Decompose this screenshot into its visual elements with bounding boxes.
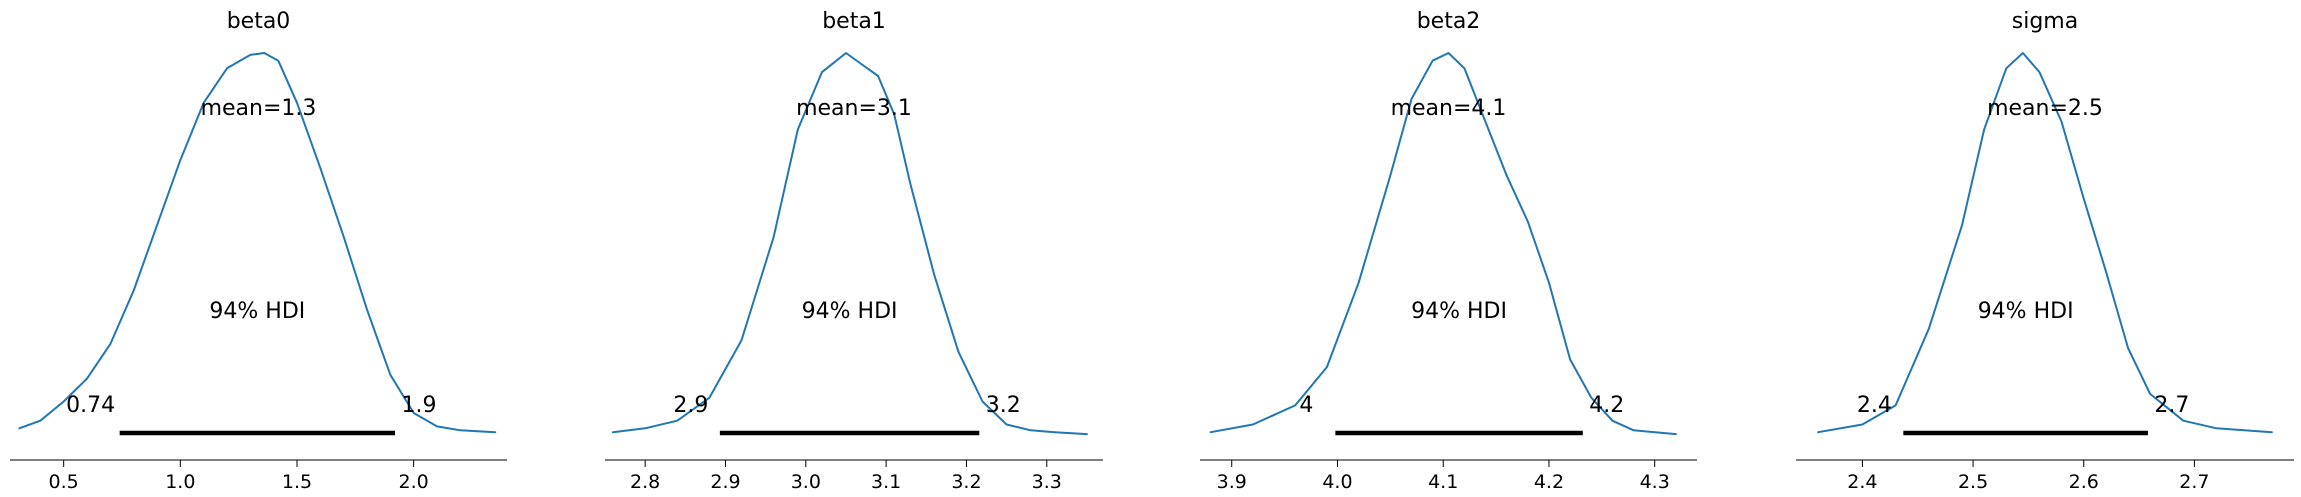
x-tick-label: 4.1 [1428, 471, 1458, 493]
x-tick-label: 3.1 [871, 471, 901, 493]
x-tick-label: 2.5 [1958, 471, 1988, 493]
x-tick-label: 4.2 [1534, 471, 1564, 493]
mean-label: mean=4.1 [1391, 96, 1507, 121]
hdi-high-label: 1.9 [402, 393, 437, 418]
density-curve [1817, 52, 2273, 434]
hdi-label: 94% HDI [802, 299, 898, 324]
x-tick-label: 2.8 [630, 471, 660, 493]
x-tick-label: 4.0 [1322, 471, 1352, 493]
hdi-high-label: 3.2 [986, 393, 1021, 418]
density-curve [612, 52, 1088, 436]
density-curve [1209, 52, 1677, 436]
mean-label: mean=1.3 [201, 96, 317, 121]
x-tick-label: 1.5 [282, 471, 312, 493]
hdi-label: 94% HDI [1411, 299, 1507, 324]
panel-title: beta2 [1417, 9, 1481, 34]
mean-label: mean=3.1 [796, 96, 912, 121]
hdi-high-label: 4.2 [1589, 393, 1624, 418]
hdi-low-label: 0.74 [66, 393, 115, 418]
mean-label: mean=2.5 [1987, 96, 2103, 121]
hdi-low-label: 2.4 [1857, 393, 1892, 418]
x-tick-label: 2.7 [2179, 471, 2209, 493]
density-curve [18, 52, 497, 434]
x-tick-label: 0.5 [49, 471, 79, 493]
x-tick-label: 2.4 [1847, 471, 1877, 493]
x-tick-label: 3.2 [951, 471, 981, 493]
panel-beta0: beta0 mean=1.3 94% HDI 0.74 1.9 0.5 1.0 1.5 2.0 [10, 9, 507, 493]
panel-beta2: beta2 mean=4.1 94% HDI 4 4.2 3.9 4.0 4.1 4.2 4.3 [1200, 9, 1697, 493]
x-tick-label: 4.3 [1640, 471, 1670, 493]
panel-sigma: sigma mean=2.5 94% HDI 2.4 2.7 2.4 2.5 2.6 2.7 [1796, 9, 2294, 493]
hdi-high-label: 2.7 [2154, 393, 2189, 418]
hdi-label: 94% HDI [1978, 299, 2074, 324]
hdi-low-label: 4 [1299, 393, 1313, 418]
panel-beta1: beta1 mean=3.1 94% HDI 2.9 3.2 2.8 2.9 3.0 3.1 3.… [605, 9, 1103, 493]
panel-title: beta1 [822, 9, 886, 34]
hdi-label: 94% HDI [209, 299, 305, 324]
x-tick-label: 2.0 [399, 471, 429, 493]
x-tick-label: 3.0 [791, 471, 821, 493]
x-tick-label: 2.6 [2069, 471, 2099, 493]
x-tick-label: 3.3 [1032, 471, 1062, 493]
x-tick-label: 3.9 [1217, 471, 1247, 493]
panel-title: beta0 [227, 9, 291, 34]
panel-title: sigma [2012, 9, 2078, 34]
hdi-low-label: 2.9 [673, 393, 708, 418]
x-tick-label: 1.0 [165, 471, 195, 493]
x-tick-label: 2.9 [710, 471, 740, 493]
